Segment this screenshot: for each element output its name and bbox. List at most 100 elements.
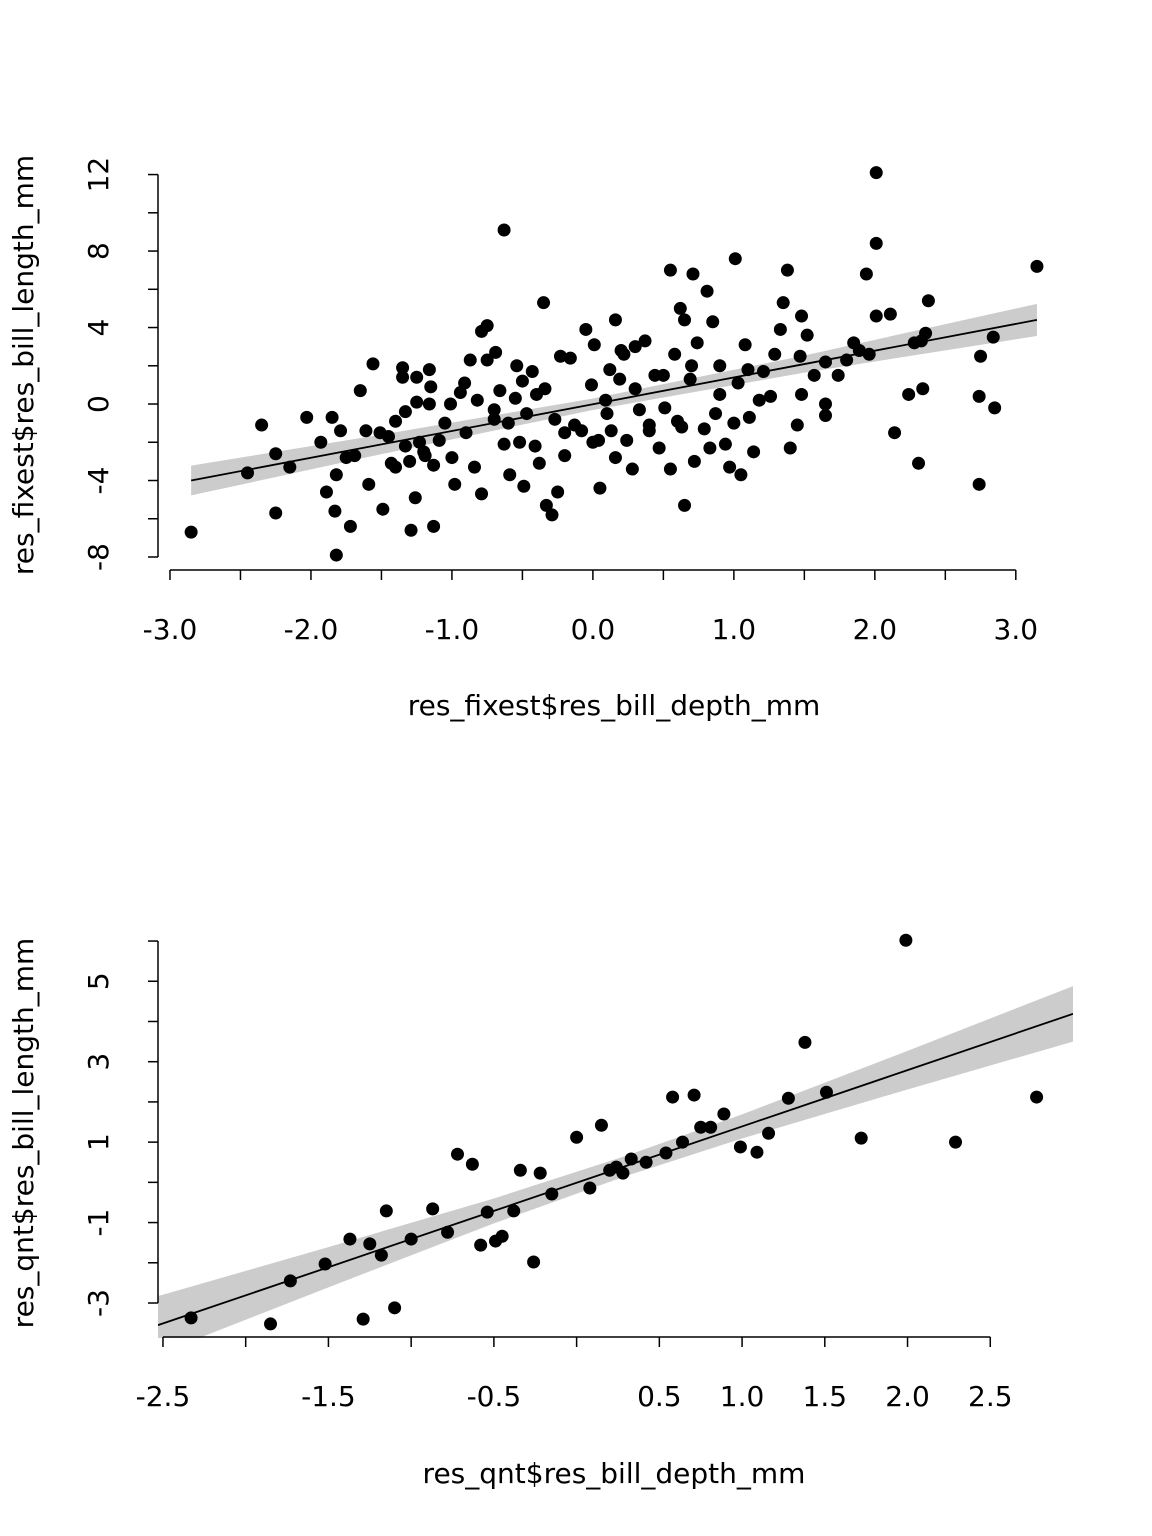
point [603, 363, 617, 377]
point [398, 405, 412, 419]
point [410, 395, 424, 409]
point [668, 347, 682, 361]
point [587, 338, 601, 352]
point [869, 236, 883, 250]
point [709, 407, 723, 421]
point [600, 407, 614, 421]
point [783, 441, 797, 455]
point [742, 410, 756, 424]
point [723, 460, 737, 474]
point [487, 412, 501, 426]
point [750, 1145, 764, 1159]
point [764, 389, 778, 403]
point [319, 485, 333, 499]
point [325, 410, 339, 424]
y-tick-label: 12 [82, 157, 115, 193]
point [862, 347, 876, 361]
x-tick-label: -0.5 [467, 1380, 522, 1413]
point [398, 439, 412, 453]
point [184, 525, 198, 539]
point [356, 1312, 370, 1326]
point [467, 460, 481, 474]
point [734, 468, 748, 482]
point [427, 519, 441, 533]
point [318, 1257, 332, 1271]
point [683, 372, 697, 386]
point [628, 340, 642, 354]
point [583, 1181, 597, 1195]
point [663, 263, 677, 277]
y-tick-label: 4 [82, 319, 115, 337]
point [497, 223, 511, 237]
point [859, 267, 873, 281]
point [558, 426, 572, 440]
point [513, 435, 527, 449]
x-tick-label: -1.0 [425, 613, 480, 646]
plot: -2.5 -1.5 -0.5 0.5 1.0 1.5 2.0 2.5 5 3 1 -1 -3 res_qn… [7, 933, 1073, 1490]
x-tick-label: 2.0 [885, 1380, 930, 1413]
point [593, 481, 607, 495]
point [700, 284, 714, 298]
point [747, 445, 761, 459]
point [470, 393, 484, 407]
point [949, 1135, 963, 1149]
point [776, 296, 790, 310]
point [738, 338, 752, 352]
point [376, 502, 390, 516]
point [687, 1088, 701, 1102]
point [818, 397, 832, 411]
point [687, 454, 701, 468]
point [450, 1147, 464, 1161]
point [718, 437, 732, 451]
point [584, 378, 598, 392]
point [599, 393, 613, 407]
point [624, 1152, 638, 1166]
point [388, 1301, 402, 1315]
point [359, 424, 373, 438]
point [658, 401, 672, 415]
point [666, 1090, 680, 1104]
point [613, 372, 627, 386]
point [508, 391, 522, 405]
point [366, 357, 380, 371]
point [902, 387, 916, 401]
point [545, 1187, 559, 1201]
point [480, 319, 494, 333]
point [558, 449, 572, 463]
point [972, 389, 986, 403]
point [921, 294, 935, 308]
point [465, 1157, 479, 1171]
point [269, 506, 283, 520]
point [608, 451, 622, 465]
point [652, 441, 666, 455]
point [264, 1317, 278, 1331]
point [869, 309, 883, 323]
point [513, 1163, 527, 1177]
point [686, 267, 700, 281]
point [527, 1255, 541, 1269]
point [445, 451, 459, 465]
point [733, 1140, 747, 1154]
point [888, 426, 902, 440]
point [381, 430, 395, 444]
x-tick-label: 3.0 [994, 613, 1039, 646]
point [427, 458, 441, 472]
point [638, 334, 652, 348]
point [632, 403, 646, 417]
point [869, 166, 883, 180]
point [497, 437, 511, 451]
point [614, 343, 628, 357]
y-tick-label: 8 [82, 242, 115, 260]
point [510, 359, 524, 373]
point [616, 1166, 630, 1180]
point [480, 353, 494, 367]
point [507, 1204, 521, 1218]
point [781, 1091, 795, 1105]
fit-line [190, 319, 1038, 482]
point [404, 523, 418, 537]
point [493, 384, 507, 398]
point [458, 376, 472, 390]
point [706, 315, 720, 329]
point [798, 1035, 812, 1049]
